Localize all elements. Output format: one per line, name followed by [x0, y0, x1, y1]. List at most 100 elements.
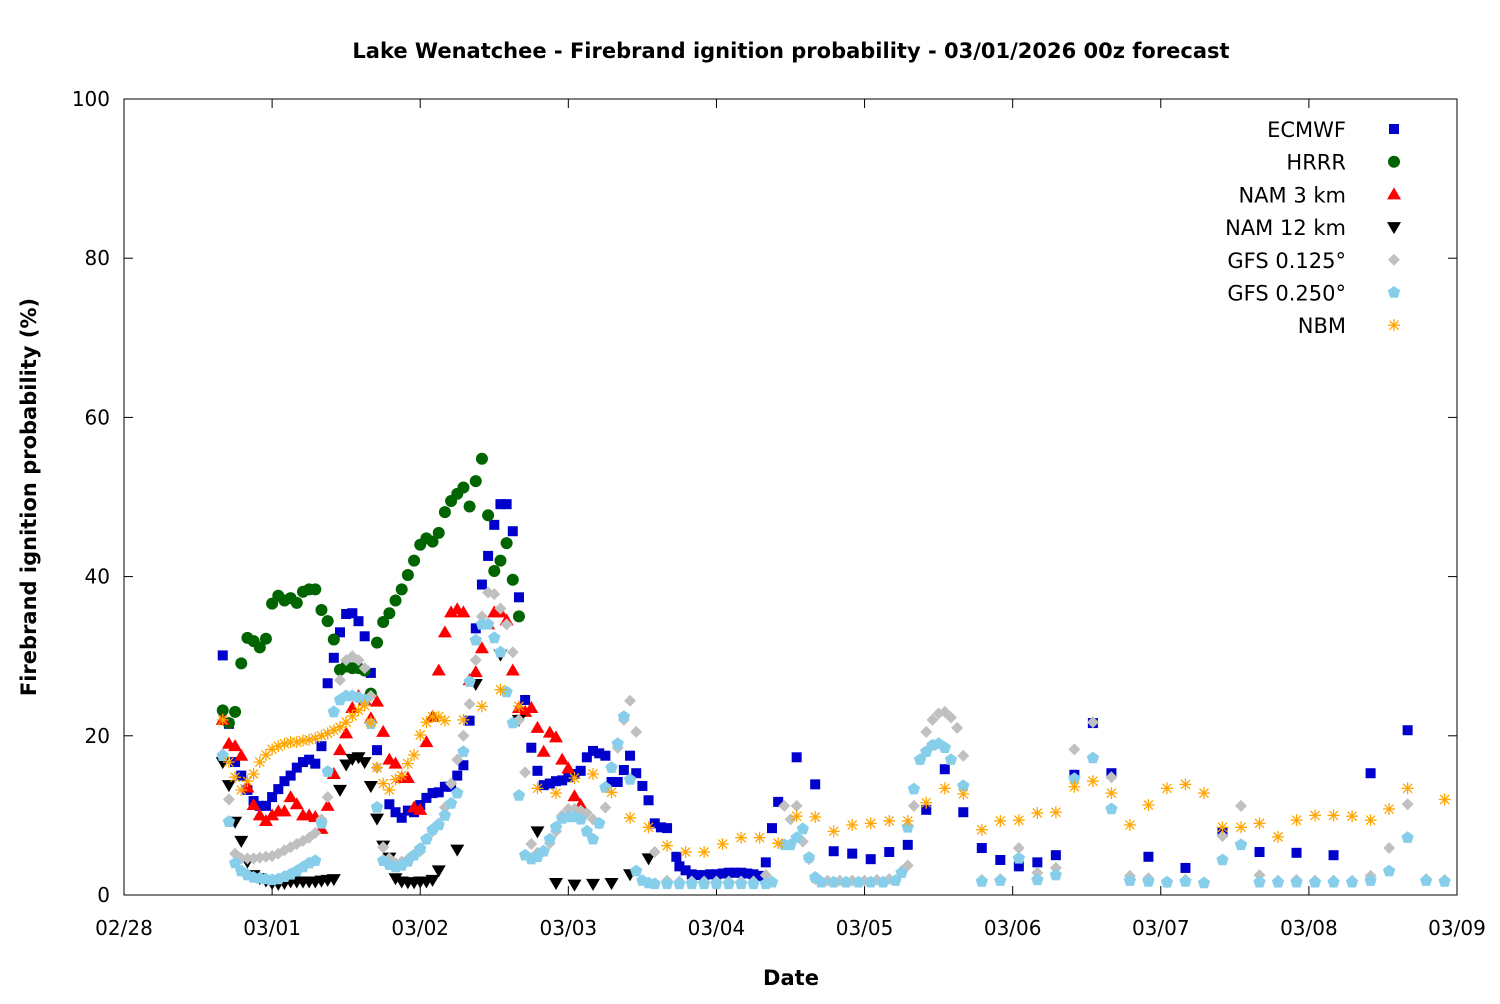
data-point-ecmwf — [1328, 850, 1339, 861]
data-point-gfs-0-250 — [864, 875, 877, 888]
data-point-nbm — [735, 831, 748, 844]
data-point-gfs-0-250 — [815, 875, 828, 888]
data-point-ecmwf — [285, 770, 296, 781]
data-point-nbm — [809, 810, 822, 823]
data-point-nam-3-km — [228, 739, 243, 752]
data-point-ecmwf — [439, 781, 450, 792]
data-point-ecmwf — [328, 652, 339, 663]
data-point-nam-3-km — [252, 808, 267, 821]
data-point-ecmwf — [1180, 862, 1191, 873]
data-point-ecmwf — [384, 799, 395, 810]
data-point-gfs-0-250 — [802, 851, 816, 863]
data-point-ecmwf — [347, 608, 358, 619]
data-point-ecmwf — [847, 848, 858, 859]
data-point-nbm — [975, 823, 988, 836]
data-point-nbm — [340, 716, 353, 729]
data-point-hrrr — [259, 632, 272, 645]
data-point-ecmwf — [254, 800, 265, 811]
data-point-nam-3-km — [468, 665, 483, 678]
data-point-ecmwf — [1143, 851, 1154, 862]
data-point-gfs-0-250 — [1253, 875, 1266, 888]
data-point-gfs-0-250 — [1382, 864, 1396, 877]
data-point-gfs-0-250 — [1142, 875, 1155, 887]
legend-label-gfs-0-125: GFS 0.125° — [1227, 249, 1346, 273]
data-point-nbm — [1105, 787, 1118, 800]
data-point-gfs-0-125 — [599, 801, 612, 814]
data-point-nam-3-km — [456, 605, 471, 618]
data-point-nbm — [383, 783, 396, 796]
data-point-ecmwf — [390, 807, 401, 818]
data-point-ecmwf — [476, 579, 487, 590]
data-point-nam-3-km — [320, 798, 335, 811]
y-tick-label: 60 — [85, 405, 110, 429]
data-point-ecmwf — [625, 750, 636, 761]
data-point-nam-3-km — [376, 724, 391, 737]
data-point-gfs-0-250 — [611, 737, 624, 749]
legend-marker-ecmwf — [1389, 124, 1399, 134]
data-point-gfs-0-250 — [488, 631, 501, 644]
data-point-nbm — [883, 814, 896, 827]
data-point-ecmwf — [402, 805, 413, 816]
data-point-gfs-0-125 — [1012, 842, 1025, 855]
data-point-gfs-0-250 — [457, 745, 470, 757]
data-point-hrrr — [488, 565, 501, 578]
data-point-nbm — [352, 704, 365, 717]
data-point-hrrr — [426, 535, 439, 548]
data-point-ecmwf — [1254, 847, 1265, 858]
data-point-gfs-0-125 — [1235, 799, 1248, 812]
data-point-gfs-0-250 — [438, 808, 452, 821]
data-point-gfs-0-250 — [630, 864, 643, 877]
data-point-nbm — [222, 756, 235, 769]
data-point-hrrr — [235, 657, 248, 670]
data-point-ecmwf — [655, 822, 666, 833]
data-point-nbm — [1012, 814, 1025, 827]
data-point-gfs-0-125 — [500, 618, 513, 631]
legend-marker-hrrr — [1388, 155, 1400, 168]
data-point-nbm — [901, 814, 914, 827]
data-point-nbm — [371, 761, 384, 774]
series-gfs-0-125 — [216, 586, 1451, 889]
data-point-nam-3-km — [277, 804, 292, 817]
data-point-gfs-0-250 — [747, 877, 760, 890]
data-point-gfs-0-250 — [593, 816, 606, 829]
data-point-nam-3-km — [530, 720, 545, 733]
data-point-ecmwf — [353, 616, 364, 627]
data-point-gfs-0-250 — [494, 645, 507, 658]
data-point-ecmwf — [902, 839, 913, 850]
data-point-ecmwf — [649, 818, 660, 829]
data-point-ecmwf — [557, 775, 568, 786]
data-point-gfs-0-250 — [1086, 751, 1100, 764]
data-point-nam-12-km — [221, 780, 236, 793]
data-point-gfs-0-250 — [1197, 876, 1211, 889]
data-point-nam-3-km — [246, 798, 261, 811]
data-point-hrrr — [371, 636, 384, 649]
data-point-ecmwf — [526, 742, 537, 753]
legend-marker-gfs-0-125 — [1388, 253, 1400, 266]
data-point-ecmwf — [921, 804, 932, 815]
data-point-nbm — [1086, 775, 1099, 788]
data-point-ecmwf — [828, 846, 839, 857]
x-tick-label: 03/08 — [1280, 916, 1338, 940]
data-point-gfs-0-125 — [241, 852, 254, 865]
data-point-nbm — [1123, 818, 1136, 831]
data-point-nbm — [605, 786, 618, 799]
data-point-nam-3-km — [548, 730, 563, 743]
data-point-nbm — [1438, 793, 1451, 806]
data-point-gfs-0-250 — [451, 786, 464, 799]
data-point-ecmwf — [995, 854, 1006, 865]
data-point-gfs-0-250 — [1068, 772, 1081, 784]
data-point-ecmwf — [273, 784, 284, 795]
data-point-ecmwf — [464, 715, 475, 726]
data-point-nbm — [512, 700, 525, 713]
data-point-nbm — [1253, 817, 1266, 830]
legend-label-hrrr: HRRR — [1286, 151, 1346, 175]
data-point-gfs-0-250 — [216, 749, 229, 761]
data-point-nam-12-km — [357, 757, 372, 770]
data-point-gfs-0-125 — [377, 841, 390, 854]
data-point-ecmwf — [680, 865, 691, 876]
data-point-hrrr — [512, 610, 525, 623]
data-point-nbm — [438, 714, 451, 727]
data-point-gfs-0-250 — [660, 877, 674, 890]
data-point-nam-3-km — [339, 726, 354, 739]
